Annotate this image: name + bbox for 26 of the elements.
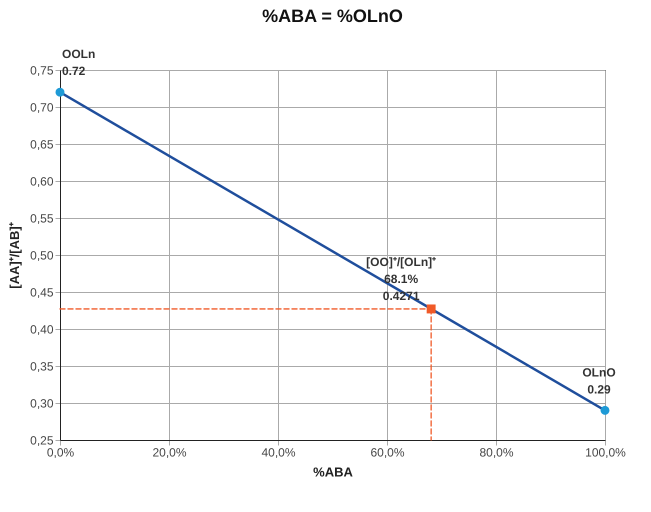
annotation: 0.29 — [587, 382, 611, 396]
y-tick-label: 0,55 — [30, 212, 54, 226]
x-tick-label: 100,0% — [585, 446, 626, 460]
y-tick-label: 0,30 — [30, 396, 54, 410]
y-tick-label: 0,45 — [30, 286, 54, 300]
chart-title: %ABA = %OLnO — [262, 6, 403, 26]
x-tick-label: 60,0% — [370, 446, 405, 460]
y-tick-label: 0,40 — [30, 322, 54, 336]
y-tick-label: 0,65 — [30, 138, 54, 152]
annotation: OLnO — [582, 365, 616, 380]
y-tick-label: 0,60 — [30, 174, 54, 188]
annotation: 0.72 — [62, 64, 86, 78]
annotation: OOLn — [62, 47, 96, 62]
y-tick-label: 0,50 — [30, 248, 54, 262]
annotation: [OO]⁺/[OLn]⁺ — [366, 254, 436, 269]
annotation: 68.1% — [384, 272, 418, 286]
y-tick-label: 0,35 — [30, 360, 54, 374]
x-tick-label: 0,0% — [46, 446, 74, 460]
y-axis-title: [AA]⁺/[AB]⁺ — [7, 221, 22, 289]
x-tick-label: 40,0% — [261, 446, 296, 460]
x-tick-label: 20,0% — [152, 446, 187, 460]
y-tick-label: 0,25 — [30, 434, 54, 448]
y-tick-label: 0,75 — [30, 64, 54, 78]
x-tick-label: 80,0% — [479, 446, 514, 460]
y-tick-label: 0,70 — [30, 100, 54, 114]
x-axis-title: %ABA — [313, 464, 354, 480]
